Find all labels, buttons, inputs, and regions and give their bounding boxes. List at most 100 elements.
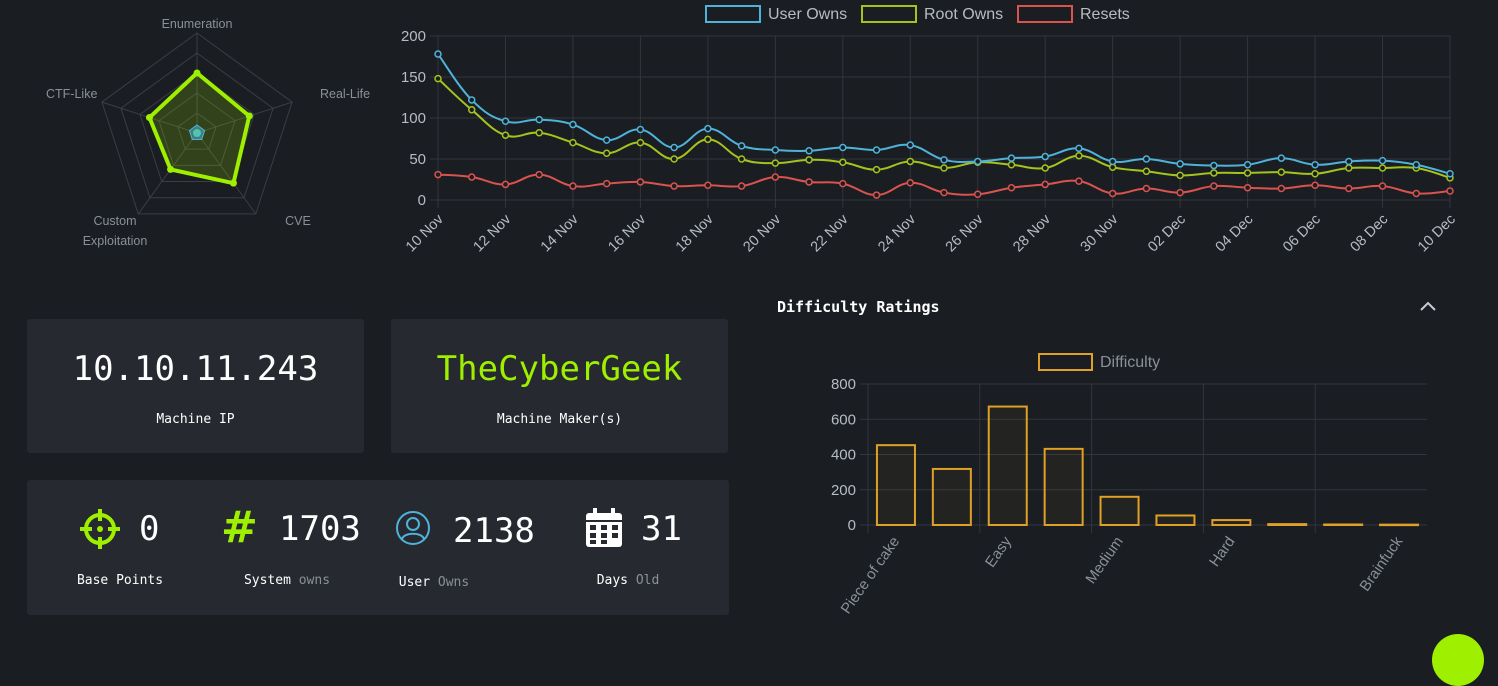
line-point xyxy=(467,96,476,104)
line-point xyxy=(805,156,813,164)
legend-swatch xyxy=(1017,5,1073,23)
base-points-label: Base Points xyxy=(45,573,195,588)
bar-chart-x-tick: Easy xyxy=(982,533,1015,570)
line-point xyxy=(1345,157,1353,166)
line-point xyxy=(501,180,510,189)
line-chart-y-tick: 50 xyxy=(409,151,426,168)
chevron-up-icon[interactable] xyxy=(1418,298,1438,314)
difficulty-bar xyxy=(1043,447,1084,526)
line-point xyxy=(973,157,982,166)
difficulty-bar xyxy=(1379,523,1420,527)
line-point xyxy=(1142,184,1151,193)
line-point xyxy=(704,135,712,144)
chat-launcher-button[interactable] xyxy=(1432,634,1484,686)
line-point xyxy=(602,136,611,144)
line-point xyxy=(1210,169,1218,177)
line-point xyxy=(704,124,712,133)
line-point xyxy=(906,141,915,149)
line-chart-x-tick: 12 Nov xyxy=(470,211,514,255)
line-point xyxy=(1007,154,1016,162)
difficulty-bar xyxy=(1267,523,1308,526)
line-point xyxy=(670,155,678,163)
line-chart-y-tick: 100 xyxy=(401,110,426,127)
user-icon xyxy=(396,511,430,545)
calendar-icon xyxy=(586,508,622,547)
line-point xyxy=(1277,168,1286,176)
line-point xyxy=(1378,164,1387,172)
line-point xyxy=(602,149,611,158)
line-point xyxy=(771,173,780,181)
line-chart-y-tick: 0 xyxy=(418,192,426,209)
line-point xyxy=(1446,187,1454,195)
radar-series xyxy=(145,69,253,187)
machine-ip-value[interactable]: 10.10.11.243 xyxy=(72,349,319,389)
line-chart-x-tick: 10 Dec xyxy=(1415,212,1459,256)
line-chart-x-tick: 08 Dec xyxy=(1348,212,1392,256)
radar-point xyxy=(229,179,237,187)
base-points-label-text: Base Points xyxy=(76,573,164,588)
radar-grid-ring xyxy=(101,32,293,215)
line-point xyxy=(1277,154,1286,162)
line-point xyxy=(1311,160,1319,169)
line-chart-x-ticks: 10 Nov 12 Nov 14 Nov 16 Nov 18 Nov 20 Nov 22 N… xyxy=(403,211,1459,255)
line-chart-y-tick: 200 xyxy=(401,28,426,45)
line-point xyxy=(1412,189,1421,198)
line-point xyxy=(805,178,813,186)
line-point xyxy=(940,156,948,164)
line-point xyxy=(1108,189,1117,198)
line-point xyxy=(973,190,982,199)
line-chart-series xyxy=(434,50,1454,199)
difficulty-bar xyxy=(1099,495,1140,527)
machine-stats-card: 0 Base Points # 1703 System owns 2138 Us… xyxy=(27,480,729,615)
line-point xyxy=(569,182,577,190)
radar-grid-spoke xyxy=(196,101,293,134)
radar-point xyxy=(193,69,201,77)
line-point xyxy=(1243,160,1252,169)
radar-grid-ring xyxy=(177,112,217,150)
bar-chart-grid xyxy=(860,383,1427,533)
line-point xyxy=(1176,171,1184,180)
system-owns-label: System owns xyxy=(207,573,367,588)
difficulty-bar xyxy=(987,405,1028,527)
radar-axis-labels: Enumeration Real-Life CVE Custom Exploitatio… xyxy=(46,17,370,248)
radar-grid-spoke xyxy=(196,132,257,215)
line-chart-x-tick: 10 Nov xyxy=(403,211,447,255)
stat-base-points: 0 Base Points xyxy=(45,480,195,600)
line-point xyxy=(467,173,476,181)
bar-chart-x-ticks: Piece of cake Easy Medium Hard Brainfuck xyxy=(838,533,1407,617)
radar-axis-label: CVE xyxy=(285,214,311,228)
crosshair-icon xyxy=(80,509,120,549)
bar-chart-bars xyxy=(875,405,1420,527)
line-point xyxy=(771,146,780,154)
user-owns-label-sub: Owns xyxy=(437,575,470,590)
bar-chart-y-tick: 600 xyxy=(831,411,856,428)
system-owns-value: 1703 xyxy=(279,509,361,549)
line-point xyxy=(1378,182,1387,190)
owns-line-chart: User Owns Root Owns Resets 10 Nov 12 Nov 14 … xyxy=(401,5,1459,255)
legend-swatch xyxy=(1038,353,1093,371)
line-point xyxy=(434,50,442,58)
line-chart-x-tick: 24 Nov xyxy=(875,211,919,255)
line-point xyxy=(467,106,476,114)
stat-days-old: 31 Days Old xyxy=(583,480,733,600)
system-owns-label-sub: owns xyxy=(298,573,331,588)
line-point xyxy=(1210,182,1218,190)
radar-axis-label: Real-Life xyxy=(320,87,370,101)
line-point xyxy=(1311,170,1319,178)
line-chart-x-tick: 30 Nov xyxy=(1078,211,1122,255)
bar-chart-y-tick: 0 xyxy=(848,517,856,534)
line-point xyxy=(737,142,746,150)
line-point xyxy=(501,117,510,126)
system-owns-label-text: System xyxy=(243,573,291,588)
machine-maker-value[interactable]: TheCyberGeek xyxy=(436,349,683,389)
radar-grid-ring xyxy=(139,72,255,183)
line-point xyxy=(501,131,510,139)
line-chart-x-tick: 02 Dec xyxy=(1145,212,1189,256)
line-chart-y-ticks: 200 150 100 50 0 xyxy=(401,28,426,209)
radar-grid-ring xyxy=(158,92,236,166)
difficulty-bar xyxy=(1155,514,1196,526)
line-point xyxy=(636,138,645,147)
radar-grid-spoke xyxy=(137,132,198,215)
line-point xyxy=(569,120,577,129)
line-point xyxy=(1142,155,1151,163)
